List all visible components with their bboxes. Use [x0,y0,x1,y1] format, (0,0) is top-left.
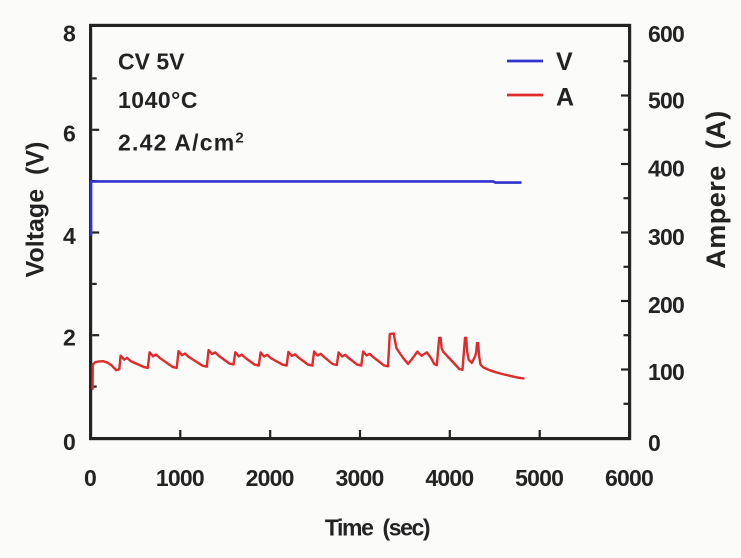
svg-text:4: 4 [63,223,76,249]
svg-text:200: 200 [648,292,684,318]
svg-text:0: 0 [648,430,660,456]
svg-text:5000: 5000 [515,465,563,491]
svg-text:0: 0 [63,429,75,455]
svg-text:300: 300 [648,224,684,250]
svg-text:400: 400 [648,155,684,181]
svg-text:A: A [556,84,574,112]
svg-text:Voltage (V): Voltage (V) [22,142,50,278]
svg-text:2000: 2000 [246,465,294,491]
svg-text:8: 8 [63,20,76,46]
svg-text:500: 500 [648,87,684,113]
svg-text:1000: 1000 [156,465,204,491]
svg-text:V: V [556,48,573,76]
svg-text:Time (sec): Time (sec) [325,514,430,540]
svg-text:2: 2 [63,324,75,350]
svg-text:0: 0 [84,465,96,491]
svg-text:Ampere (A): Ampere (A) [701,110,731,269]
svg-text:600: 600 [648,21,684,47]
svg-text:4000: 4000 [425,465,473,491]
svg-text:100: 100 [648,359,684,385]
svg-text:6: 6 [63,120,75,146]
svg-text:6000: 6000 [605,465,653,491]
svg-text:2.42 A/cm2: 2.42 A/cm2 [118,129,245,156]
svg-text:1040°C: 1040°C [118,87,198,113]
svg-text:CV 5V: CV 5V [118,48,185,74]
svg-text:3000: 3000 [336,465,384,491]
